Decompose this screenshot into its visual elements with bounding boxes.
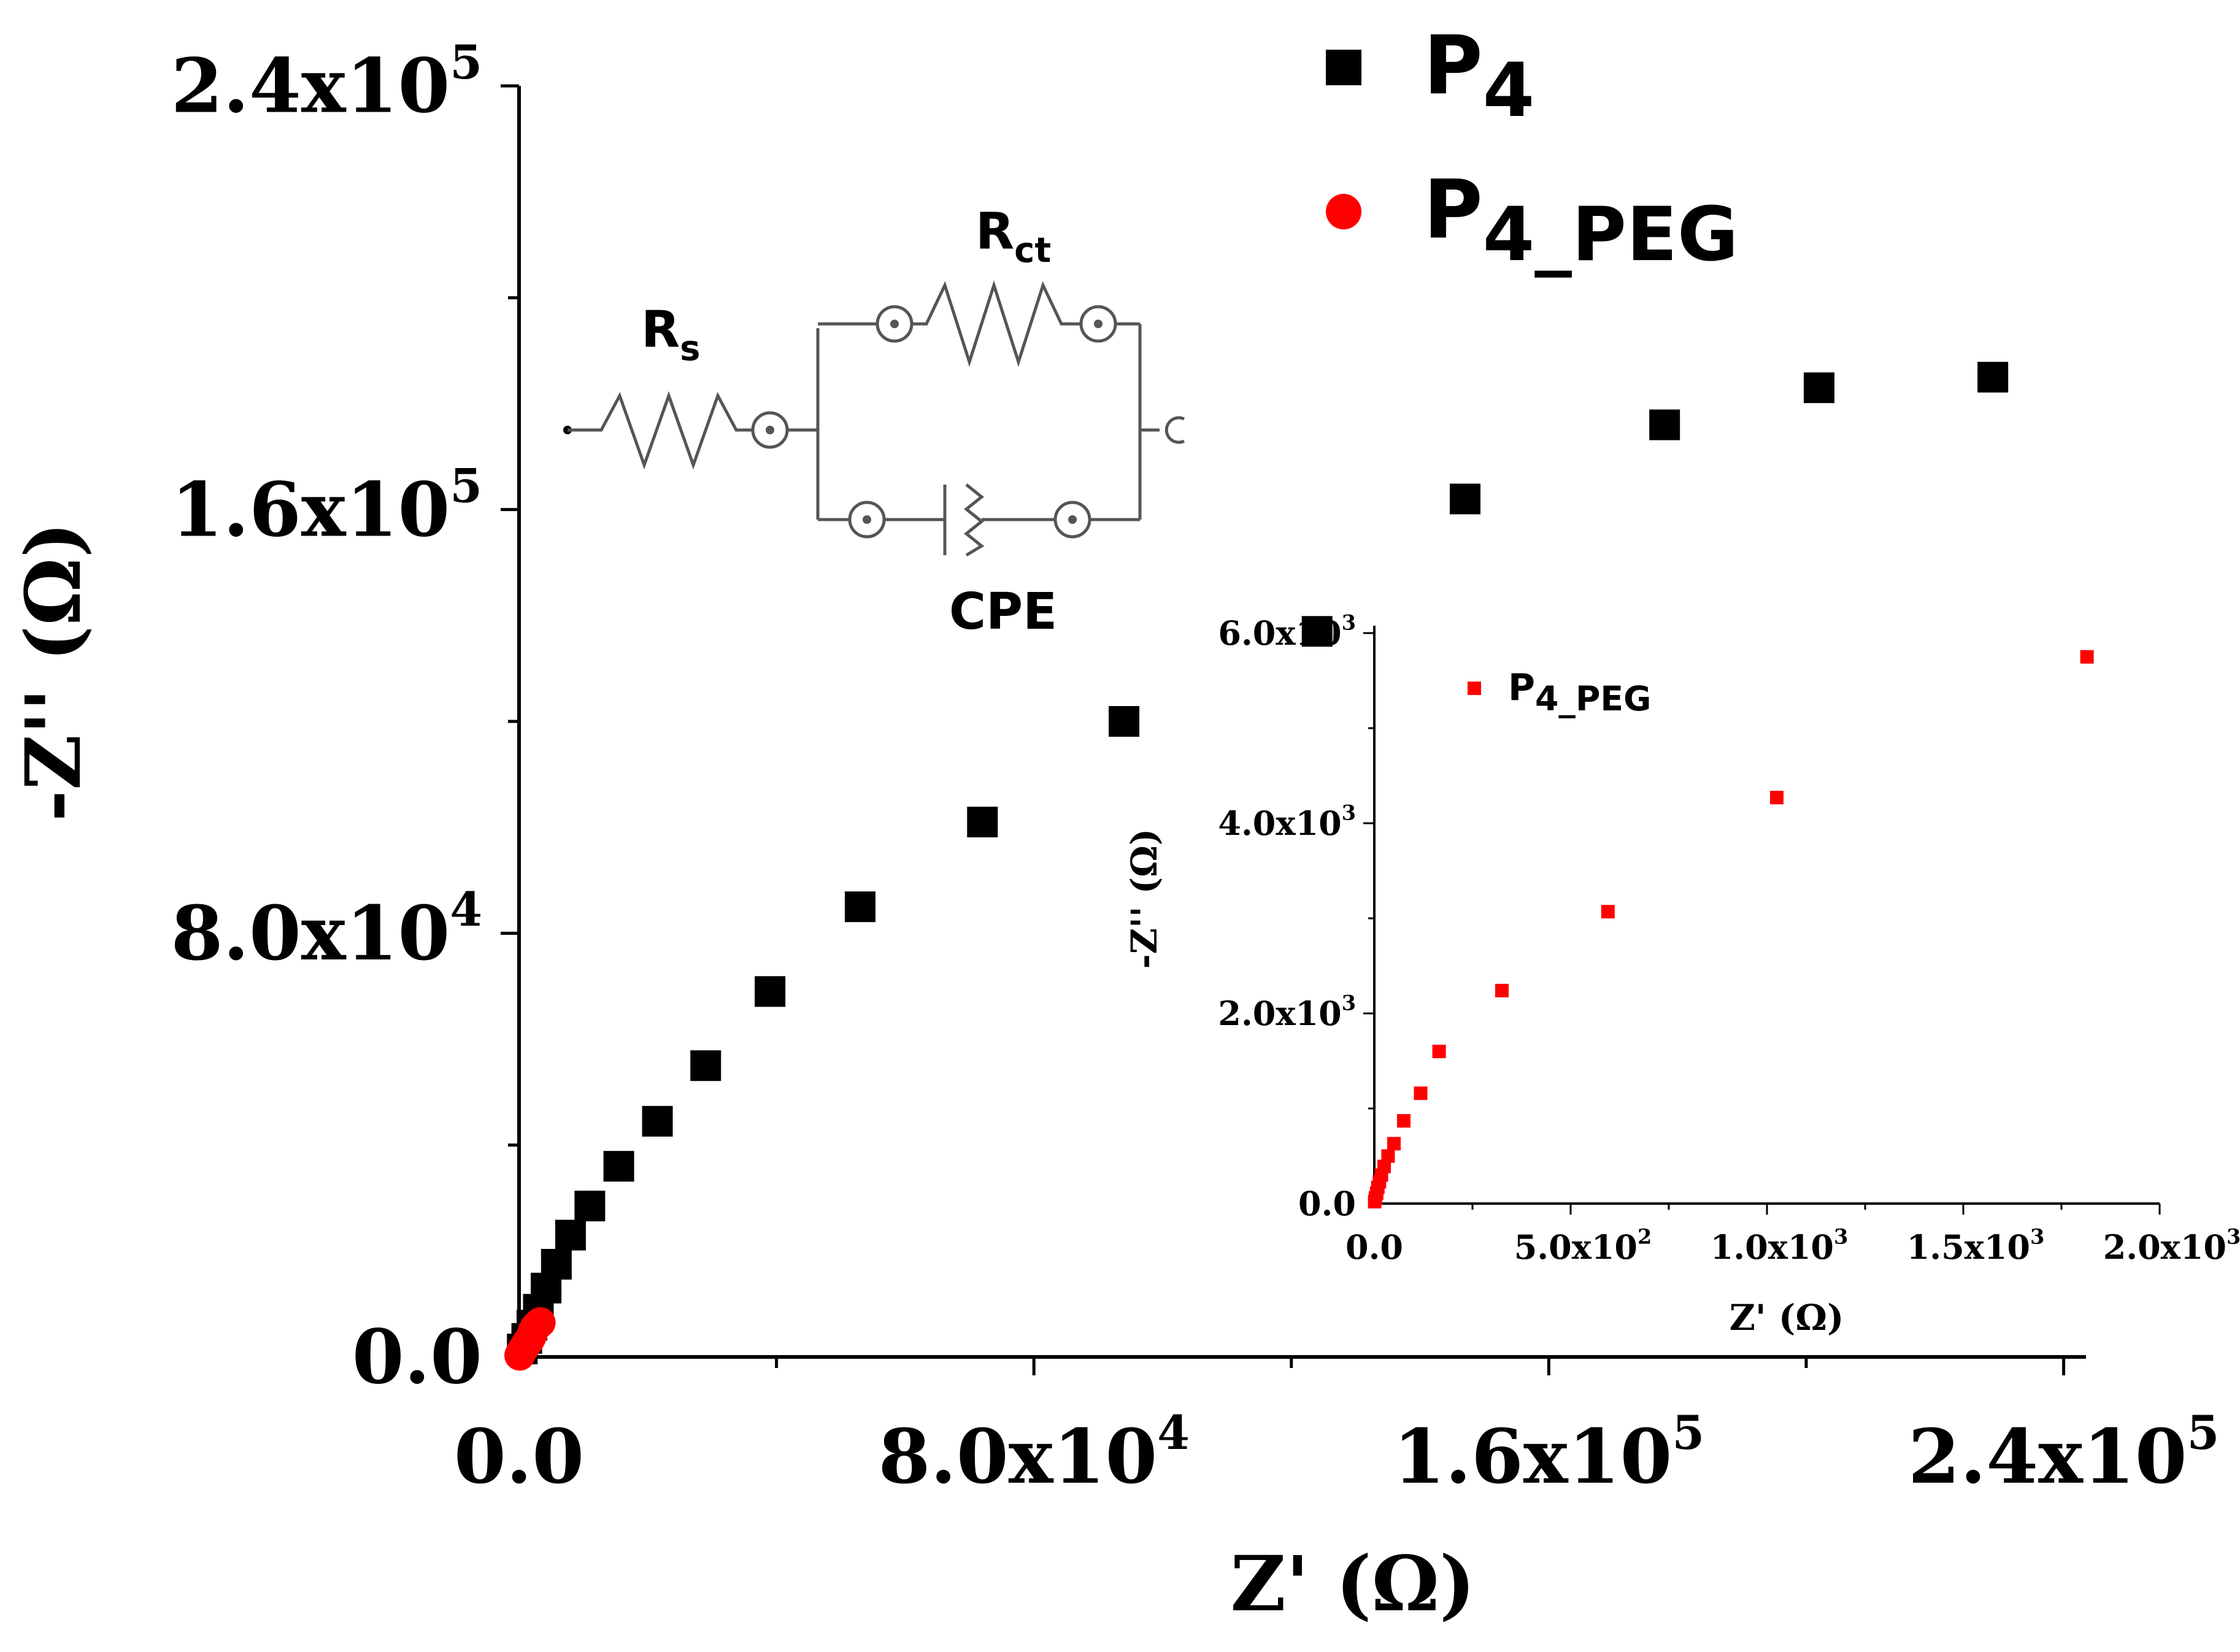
main-x-tick-label: 8.0x104	[878, 1405, 1189, 1500]
equivalent-circuit	[563, 280, 1185, 557]
main-y-tick-label: 0.0	[352, 1313, 482, 1401]
cpe-label: CPE	[949, 583, 1057, 641]
inset-point-p4-peg	[1770, 791, 1784, 805]
main-tick-labels: 0.0 8.0x104 1.6x105 2.4x105 0.0 8.0x104 1.6x10…	[171, 35, 2220, 1500]
main-point-p4	[1649, 409, 1680, 440]
main-point-p4	[844, 891, 876, 923]
main-y-tick-label: 1.6x105	[171, 458, 482, 553]
inset-point-p4-peg	[1432, 1045, 1446, 1058]
main-point-p4-peg	[525, 1307, 556, 1338]
main-y-axis-label: -Z'' (Ω)	[9, 522, 98, 822]
main-axes	[501, 84, 2086, 1375]
rct-resistor	[912, 280, 1081, 367]
inset-y-tick-label: 0.0	[1298, 1184, 1356, 1223]
main-point-p4	[1301, 616, 1333, 647]
main-x-axis-label: Z' (Ω)	[1230, 1540, 1475, 1629]
inset-y-axis-label: -Z'' (Ω)	[1123, 829, 1165, 969]
inset-legend-label: P4_PEG	[1508, 666, 1651, 719]
main-legend-label: P4	[1423, 18, 1534, 134]
inset-point-p4-peg	[2080, 650, 2094, 664]
main-point-p4	[967, 807, 998, 838]
main-point-p4	[541, 1248, 572, 1280]
main-legend: P4 P4_PEG	[1326, 18, 1739, 278]
rs-resistor	[568, 391, 752, 470]
inset-legend-marker	[1468, 682, 1481, 695]
inset-x-tick-label: 2.0x103	[2103, 1225, 2240, 1267]
main-point-p4	[1977, 361, 2009, 393]
main-legend-marker	[1326, 194, 1361, 229]
cpe-plate-right	[963, 483, 985, 557]
inset-legend: P4_PEG	[1468, 666, 1651, 719]
inset-point-p4-peg	[1397, 1114, 1411, 1128]
inset-y-tick-label: 6.0x103	[1218, 611, 1356, 653]
inset-x-axis-label: Z' (Ω)	[1730, 1297, 1844, 1339]
circuit-terminal-right	[1164, 416, 1185, 444]
inset-point-p4-peg	[1414, 1086, 1428, 1101]
inset-y-tick-label: 4.0x103	[1218, 801, 1356, 843]
inset-x-tick-label: 5.0x102	[1514, 1225, 1652, 1267]
main-y-tick-label: 8.0x104	[171, 882, 482, 977]
inset-data-points	[1368, 650, 2094, 1208]
rs-label: Rs	[641, 301, 701, 369]
main-x-tick-label: 2.4x105	[1908, 1405, 2219, 1500]
main-point-p4	[574, 1190, 606, 1221]
inset-tick-labels: 0.0 5.0x102 1.0x103 1.5x103 2.0x103 0.0 2.0x10…	[1218, 611, 2240, 1267]
inset-point-p4-peg	[1377, 1159, 1391, 1174]
inset-x-tick-label: 0.0	[1345, 1227, 1403, 1267]
inset-point-p4-peg	[1601, 905, 1615, 919]
inset-axes	[1363, 626, 2161, 1215]
main-point-p4	[755, 976, 786, 1007]
main-point-p4	[690, 1050, 722, 1081]
main-point-p4	[1109, 706, 1140, 737]
main-x-tick-label: 0.0	[454, 1412, 584, 1500]
inset-x-tick-label: 1.5x103	[1907, 1225, 2045, 1267]
main-point-p4	[1803, 372, 1834, 404]
inset-point-p4-peg	[1387, 1137, 1401, 1151]
main-y-tick-label: 2.4x105	[171, 35, 482, 130]
rct-label: Rct	[976, 202, 1051, 271]
main-legend-label: P4_PEG	[1423, 163, 1739, 278]
inset-point-p4-peg	[1381, 1149, 1395, 1163]
main-point-p4	[1450, 483, 1480, 515]
inset-point-p4-peg	[1495, 983, 1509, 997]
main-point-p4	[642, 1105, 673, 1137]
main-data-points	[504, 361, 2009, 1371]
inset-x-tick-label: 1.0x103	[1711, 1225, 1849, 1267]
main-point-p4	[555, 1220, 586, 1251]
main-legend-marker	[1326, 50, 1361, 85]
inset-y-tick-label: 2.0x103	[1218, 991, 1356, 1033]
main-point-p4	[603, 1151, 634, 1182]
main-x-tick-label: 1.6x105	[1393, 1405, 1704, 1500]
